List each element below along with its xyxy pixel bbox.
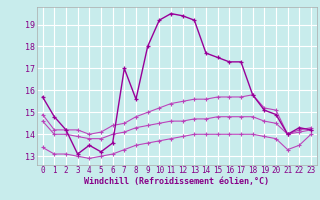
X-axis label: Windchill (Refroidissement éolien,°C): Windchill (Refroidissement éolien,°C) (84, 177, 269, 186)
